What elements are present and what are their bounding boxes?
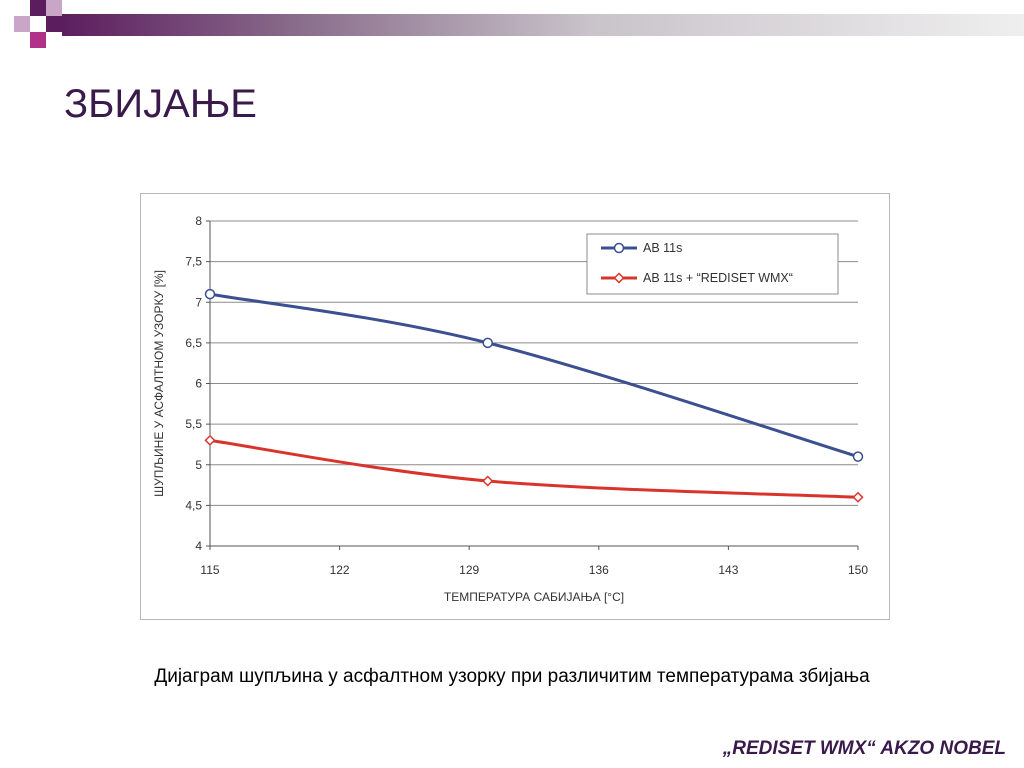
decorative-square <box>46 16 62 32</box>
y-tick-label: 5,5 <box>185 417 202 431</box>
header-gradient-bar <box>62 14 1024 36</box>
legend-label-1: AB 11s <box>643 241 682 255</box>
series-1-point <box>204 288 216 300</box>
series-2-point <box>482 475 494 487</box>
legend-marker-1 <box>613 242 625 254</box>
y-tick-label: 5 <box>195 458 202 472</box>
chart-caption: Дијаграм шупљина у асфалтном узорку при … <box>154 666 870 687</box>
x-tick-label: 150 <box>848 563 868 577</box>
series-1-point <box>482 337 493 349</box>
y-tick-label: 7 <box>195 295 202 309</box>
series-2-point <box>852 491 864 503</box>
series-line-1 <box>209 292 859 459</box>
series-line-2 <box>209 438 859 499</box>
decorative-square <box>14 16 30 32</box>
y-tick-label: 7,5 <box>185 255 202 269</box>
chart-container: 4 4,5 5 5,5 6 6,5 7 7,5 8 115 122 129 136 143 150 ТЕМПЕ… <box>140 193 890 620</box>
x-tick-label: 143 <box>718 563 738 577</box>
y-tick-label: 6,5 <box>185 336 202 350</box>
decorative-square <box>46 0 62 16</box>
series-1-point <box>852 451 864 462</box>
legend-label-2: AB 11s + “REDISET WMX“ <box>643 271 793 285</box>
x-tick-label: 122 <box>330 563 350 577</box>
slide-title: ЗБИЈАЊЕ <box>64 82 257 126</box>
y-tick-label: 4,5 <box>185 498 202 512</box>
footer-brand: „REDISET WMX“ AKZO NOBEL <box>722 738 1006 759</box>
y-tick-label: 4 <box>195 539 202 553</box>
y-tick-label: 6 <box>195 377 202 391</box>
x-tick-label: 136 <box>589 563 609 577</box>
legend-marker-2 <box>613 272 625 284</box>
x-axis-title: ТЕМПЕРАТУРА САБИЈАЊА [°C] <box>444 590 624 604</box>
x-tick-label: 129 <box>459 563 479 577</box>
line-chart: 4 4,5 5 5,5 6 6,5 7 7,5 8 115 122 129 136 143 150 ТЕМПЕ… <box>152 214 868 604</box>
y-tick-label: 8 <box>195 214 202 228</box>
series-2-point <box>204 434 216 446</box>
decorative-square <box>30 0 46 16</box>
y-axis-title: ШУПЉИНЕ У АСФАЛТНОМ УЗОРКУ [%] <box>152 270 166 497</box>
legend-box <box>586 233 839 295</box>
decorative-square <box>30 32 46 48</box>
x-tick-label: 115 <box>200 563 219 577</box>
